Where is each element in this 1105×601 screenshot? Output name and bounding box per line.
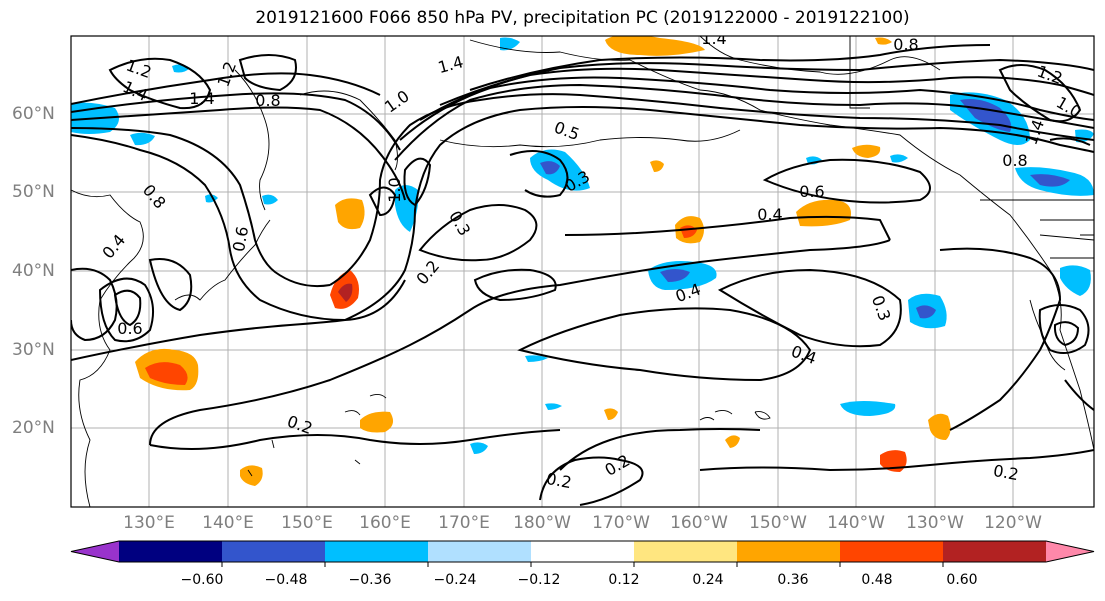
colorbar-tick-label: 0.60 bbox=[946, 572, 978, 588]
contour-label: 0.8 bbox=[255, 91, 280, 110]
colorbar-tick-label: 0.24 bbox=[692, 572, 724, 588]
precip-positive bbox=[135, 36, 951, 486]
contour-label: 0.6 bbox=[229, 225, 252, 253]
lon-label: 170°E bbox=[438, 513, 490, 533]
colorbar-tick-label: −0.48 bbox=[264, 572, 308, 588]
map-frame bbox=[70, 35, 1095, 508]
lon-label: 150°E bbox=[281, 513, 333, 533]
colorbar-tick-label: −0.12 bbox=[517, 572, 561, 588]
map-title: 2019121600 F066 850 hPa PV, precipitatio… bbox=[255, 8, 910, 28]
contour-label: 1.4 bbox=[189, 89, 214, 108]
lon-label: 160°E bbox=[359, 513, 411, 533]
contour-label: 0.2 bbox=[992, 461, 1020, 484]
lon-label: 160°W bbox=[670, 513, 728, 533]
colorbar-segment bbox=[325, 541, 429, 562]
contour-label: 0.8 bbox=[893, 35, 918, 54]
lon-label: 180°W bbox=[513, 513, 571, 533]
colorbar-segment bbox=[943, 541, 1047, 562]
colorbar bbox=[70, 540, 1095, 567]
contour-label: 0.8 bbox=[1002, 151, 1027, 170]
colorbar-segment bbox=[119, 541, 223, 562]
colorbar-segment bbox=[840, 541, 944, 562]
contour-label: 0.6 bbox=[799, 182, 824, 201]
contour-label: 1.4 bbox=[701, 29, 726, 48]
colorbar-segment bbox=[222, 541, 326, 562]
colorbar-segment bbox=[531, 541, 635, 562]
contour-label: 0.4 bbox=[757, 205, 782, 224]
lat-label: 20°N bbox=[12, 418, 55, 438]
lon-label: 130°E bbox=[123, 513, 175, 533]
colorbar-extend-high bbox=[1046, 541, 1094, 562]
colorbar-tick-label: 0.12 bbox=[608, 572, 640, 588]
precip-negative bbox=[71, 37, 1094, 454]
lat-label: 50°N bbox=[12, 182, 55, 202]
colorbar-tick-label: −0.36 bbox=[348, 572, 392, 588]
colorbar-tick-label: −0.60 bbox=[180, 572, 224, 588]
colorbar-extend-low bbox=[71, 541, 119, 562]
lon-label: 120°W bbox=[984, 513, 1042, 533]
lon-label: 150°W bbox=[749, 513, 807, 533]
contour-label: 0.2 bbox=[545, 469, 573, 492]
colorbar-tick-label: 0.36 bbox=[777, 572, 809, 588]
contour-label: 1.0 bbox=[385, 177, 404, 202]
colorbar-tick-label: 0.48 bbox=[861, 572, 893, 588]
colorbar-outline bbox=[70, 540, 1095, 563]
colorbar-tick-label: −0.24 bbox=[433, 572, 477, 588]
lon-label: 140°E bbox=[202, 513, 254, 533]
lat-label: 60°N bbox=[12, 104, 55, 124]
lat-label: 40°N bbox=[12, 261, 55, 281]
pv-contours bbox=[71, 44, 1094, 506]
lon-label: 170°W bbox=[592, 513, 650, 533]
lon-label: 140°W bbox=[827, 513, 885, 533]
colorbar-segment bbox=[634, 541, 738, 562]
colorbar-segment bbox=[428, 541, 532, 562]
lon-label: 130°W bbox=[906, 513, 964, 533]
contour-label: 0.6 bbox=[117, 319, 142, 338]
colorbar-segment bbox=[737, 541, 841, 562]
lat-label: 30°N bbox=[12, 340, 55, 360]
